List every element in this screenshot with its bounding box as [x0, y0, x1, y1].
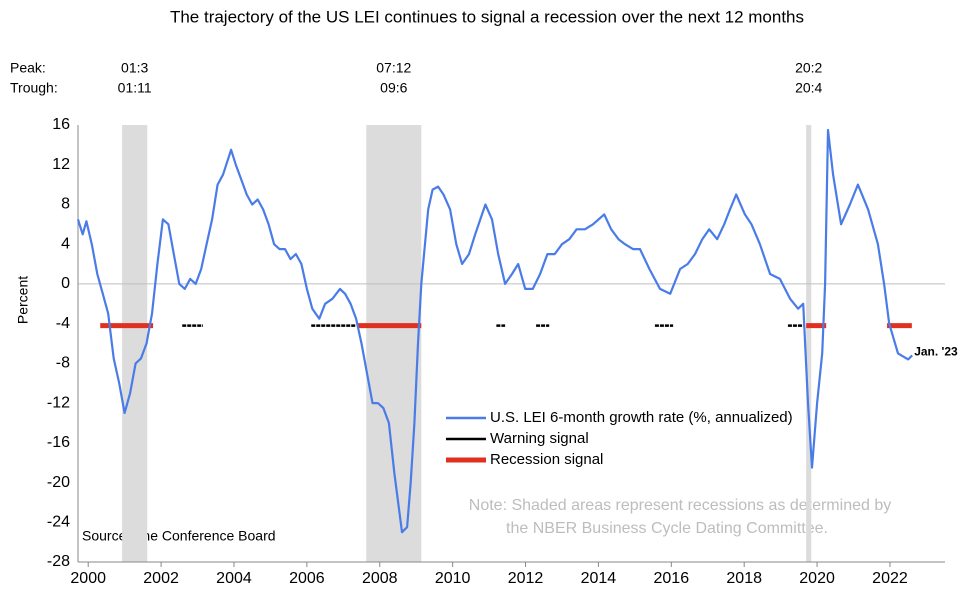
series-line — [76, 128, 913, 534]
x-tick-label: 2008 — [362, 570, 398, 587]
y-tick-label: 16 — [52, 116, 70, 133]
y-tick-label: 12 — [52, 156, 70, 173]
y-tick-label: -24 — [47, 513, 70, 530]
y-tick-label: -20 — [47, 474, 70, 491]
recession-peak: 07:12 — [376, 60, 411, 76]
trough-label: Trough: — [10, 80, 58, 96]
recession-trough: 01:11 — [118, 80, 152, 96]
y-tick-label: 8 — [61, 196, 70, 213]
x-tick-label: 2018 — [726, 570, 762, 587]
source: Source: The Conference Board — [82, 528, 276, 544]
x-tick-label: 2010 — [435, 570, 471, 587]
chart-title: The trajectory of the US LEI continues t… — [170, 7, 804, 26]
x-tick-label: 2006 — [289, 570, 325, 587]
note: Note: Shaded areas represent recessions … — [469, 497, 891, 514]
x-tick-label: 2000 — [70, 570, 106, 587]
recession-shade — [366, 125, 422, 562]
recession-peak: 01:3 — [121, 60, 148, 76]
y-tick-label: -8 — [56, 355, 70, 372]
recession-trough: 20:4 — [795, 80, 822, 96]
end-label: Jan. '23 — [914, 345, 958, 359]
recession-shade — [806, 125, 812, 562]
y-tick-label: -16 — [47, 434, 70, 451]
note: the NBER Business Cycle Dating Committee… — [506, 520, 828, 537]
x-tick-label: 2022 — [872, 570, 908, 587]
x-tick-label: 2002 — [143, 570, 179, 587]
x-tick-label: 2014 — [581, 570, 617, 587]
y-tick-label: -28 — [47, 553, 70, 570]
legend-label: Warning signal — [490, 430, 589, 447]
legend-label: U.S. LEI 6-month growth rate (%, annuali… — [490, 409, 793, 426]
recession-peak: 20:2 — [795, 60, 822, 76]
y-tick-label: -4 — [56, 315, 70, 332]
peak-label: Peak: — [10, 60, 46, 76]
y-tick-label: 0 — [61, 275, 70, 292]
x-tick-label: 2016 — [654, 570, 690, 587]
legend-label: Recession signal — [490, 451, 603, 468]
x-tick-label: 2020 — [799, 570, 835, 587]
recession-shade — [122, 125, 148, 562]
recession-trough: 09:6 — [380, 80, 407, 96]
x-tick-label: 2004 — [216, 570, 252, 587]
y-tick-label: 4 — [61, 235, 70, 252]
y-tick-label: -12 — [47, 394, 70, 411]
x-tick-label: 2012 — [508, 570, 544, 587]
y-axis-label: Percent — [15, 276, 31, 324]
